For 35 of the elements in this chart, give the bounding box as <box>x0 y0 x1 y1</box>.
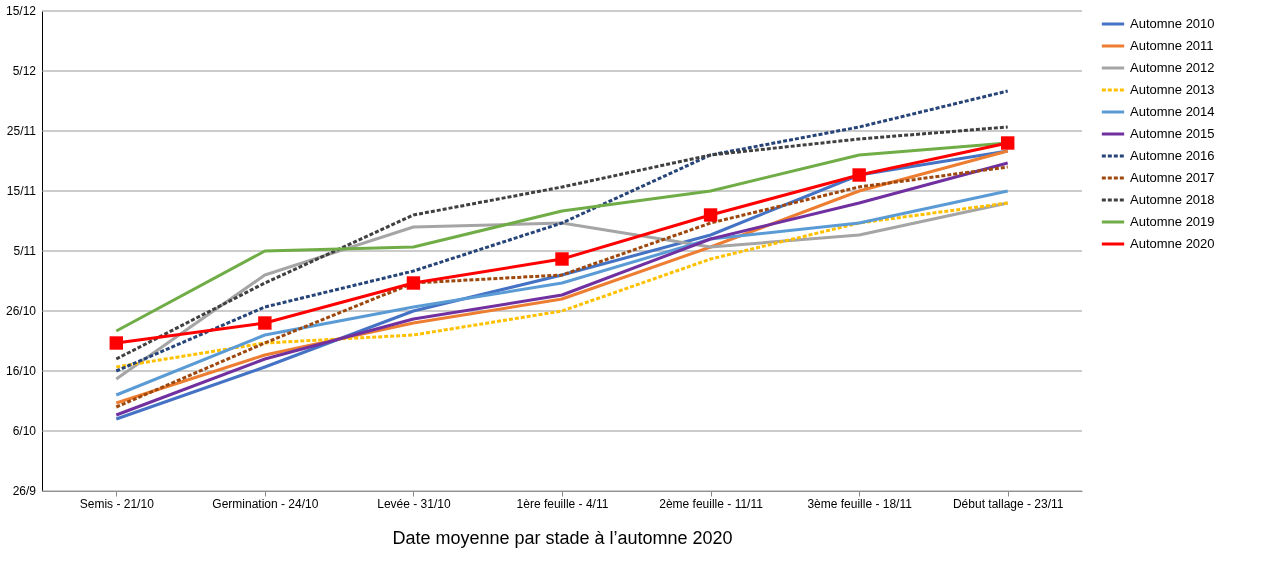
point <box>109 336 123 350</box>
point <box>703 208 718 222</box>
text: 5/11 <box>13 244 37 258</box>
legend-label: Automne 2019 <box>1130 214 1215 229</box>
point <box>1001 136 1015 150</box>
legend-label: Automne 2012 <box>1130 60 1215 75</box>
x-tick-label: Germination - 24/10 <box>212 496 319 511</box>
legend-label: Automne 2017 <box>1130 170 1215 185</box>
legend-label: Automne 2016 <box>1130 148 1215 163</box>
legend-label: Automne 2013 <box>1130 82 1215 97</box>
point <box>406 276 421 290</box>
point <box>258 316 272 330</box>
point <box>852 168 866 182</box>
legend-label: Automne 2018 <box>1130 192 1215 207</box>
x-tick-label: Levée - 31/10 <box>377 496 451 511</box>
point <box>555 252 569 266</box>
legend-label: Automne 2015 <box>1130 126 1215 141</box>
text: 15/11 <box>6 184 37 198</box>
legend-label: Automne 2010 <box>1130 16 1215 31</box>
x-tick-label: 1ère feuille - 4/11 <box>516 496 609 511</box>
legend-label: Automne 2020 <box>1130 236 1215 251</box>
x-axis-title: Date moyenne par stade à l’automne 2020 <box>392 527 733 548</box>
text: 16/10 <box>5 364 37 378</box>
x-tick-label: Semis - 21/10 <box>79 496 155 511</box>
x-tick-label: 2ème feuille - 11/11 <box>659 496 764 511</box>
x-tick-label: Début tallage - 23/11 <box>952 496 1064 511</box>
legend-label: Automne 2014 <box>1130 104 1215 119</box>
text: 5/12 <box>12 64 37 78</box>
text: 26/9 <box>12 484 37 498</box>
legend-label: Automne 2011 <box>1130 38 1214 53</box>
text: 15/12 <box>5 4 37 18</box>
text: 26/10 <box>5 304 37 318</box>
text: 25/11 <box>6 124 37 138</box>
text: 6/10 <box>12 424 37 438</box>
x-tick-label: 3ème feuille - 18/11 <box>807 496 913 511</box>
